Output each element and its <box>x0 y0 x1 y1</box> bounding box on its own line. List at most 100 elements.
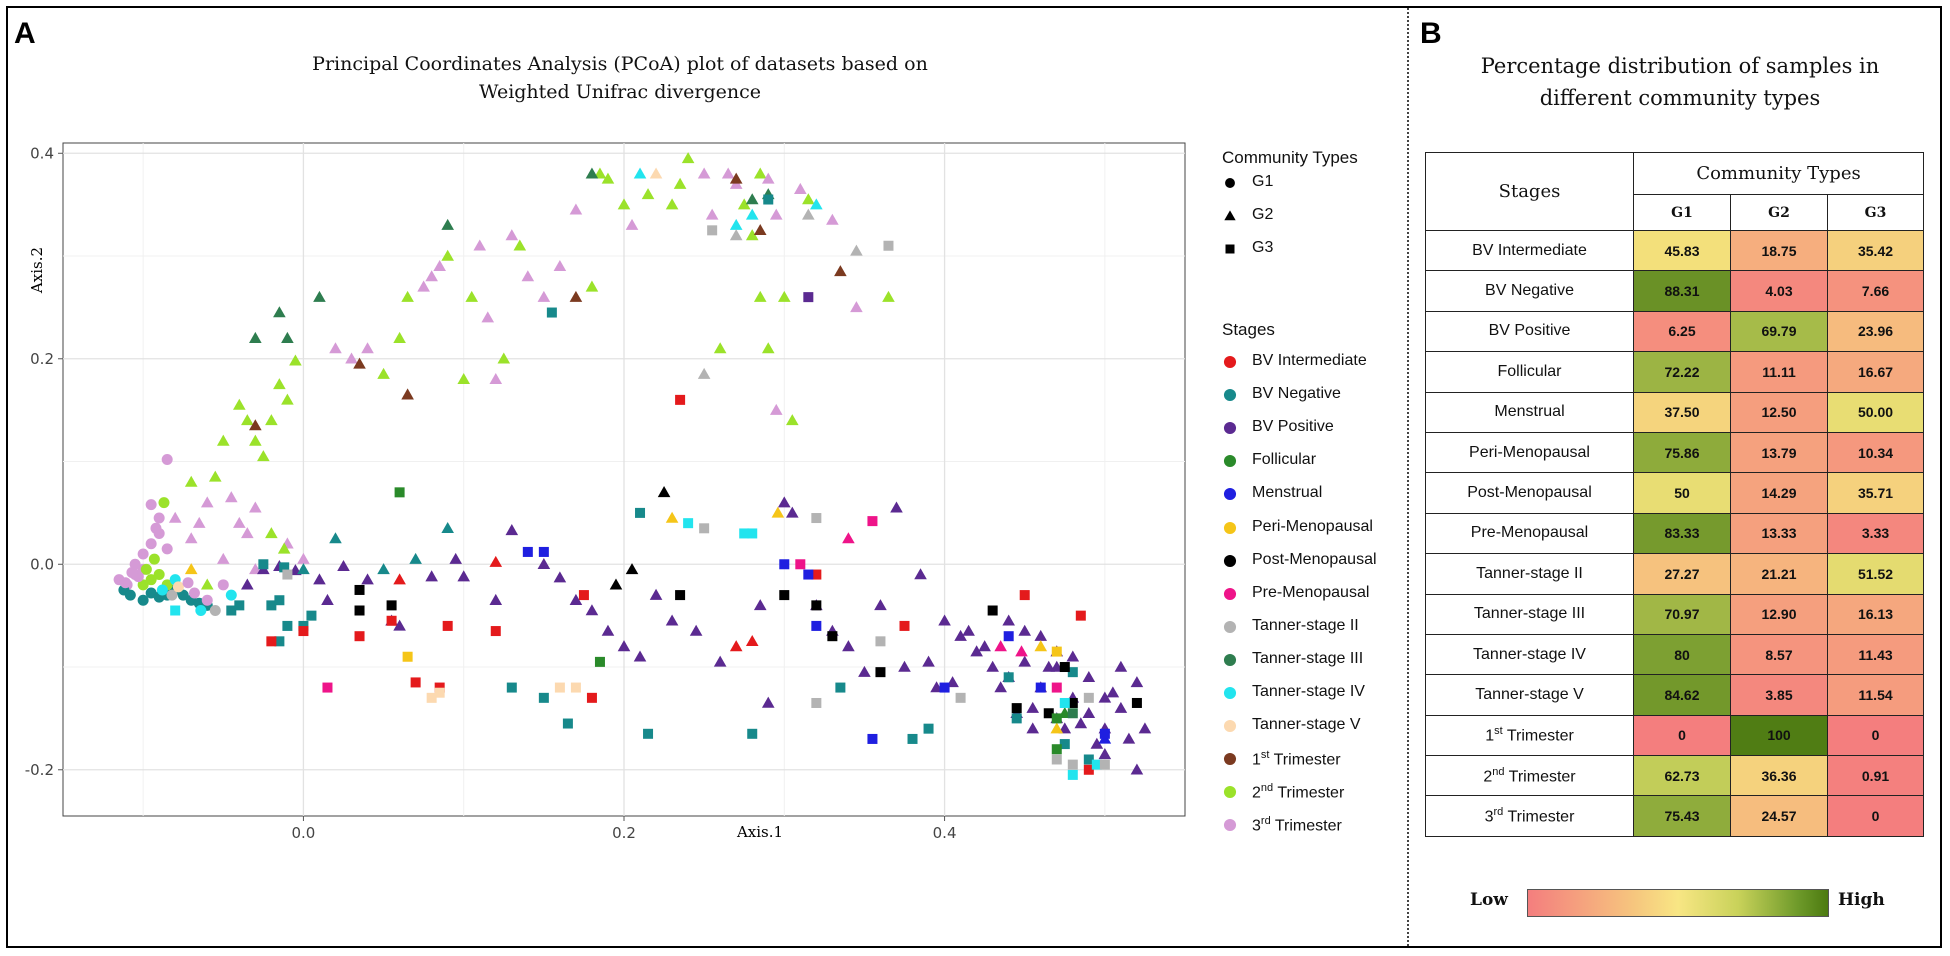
data-point <box>234 600 245 611</box>
data-point <box>433 259 446 272</box>
data-point <box>739 528 750 539</box>
data-point <box>1018 655 1032 667</box>
data-point <box>393 573 406 585</box>
legend-stage-label: Post-Menopausal <box>1252 550 1377 568</box>
data-point <box>1114 701 1128 713</box>
data-point <box>140 563 152 575</box>
data-point <box>401 290 414 302</box>
data-point <box>697 367 711 379</box>
table-row: Tanner-stage V 84.62 3.85 11.54 <box>1425 674 1925 716</box>
data-point <box>1098 748 1112 760</box>
data-point <box>249 563 262 575</box>
legend-stage-item: 3rd Trimester <box>1252 815 1342 835</box>
legend-color-dot <box>1223 488 1237 501</box>
data-point <box>1051 713 1062 724</box>
data-point <box>585 167 599 179</box>
figure-frame <box>6 6 1942 948</box>
legend-stage-item: Tanner-stage III <box>1252 650 1363 668</box>
data-point <box>273 378 286 390</box>
color-scale-bar <box>1527 889 1829 917</box>
value-cell: 84.62 <box>1633 674 1731 716</box>
data-point <box>137 579 149 591</box>
data-point <box>1011 713 1022 724</box>
value-cell: 13.79 <box>1730 431 1828 474</box>
data-point <box>553 259 567 272</box>
data-point <box>297 552 310 564</box>
value-cell: 75.86 <box>1633 431 1731 474</box>
data-point <box>145 574 157 586</box>
data-point <box>1051 744 1062 755</box>
y-axis-label: Axis.2 <box>28 247 46 294</box>
data-point <box>249 419 262 431</box>
legend-shape-square <box>1225 244 1235 254</box>
table-row: BV Positive 6.25 69.79 23.96 <box>1425 310 1925 353</box>
stage-label: 1 <box>1485 727 1495 745</box>
data-point <box>200 578 214 590</box>
value-cell: 35.71 <box>1826 472 1925 514</box>
data-point <box>803 569 814 580</box>
data-point <box>188 587 200 599</box>
data-point <box>761 696 775 708</box>
data-point <box>394 487 405 498</box>
data-point <box>184 563 198 575</box>
legend-stage-label: Follicular <box>1252 451 1317 469</box>
data-point <box>747 728 758 739</box>
legend-stage-sup: rd <box>1260 815 1271 828</box>
value-cell: 27.27 <box>1633 553 1731 595</box>
stage-label: Peri-Menopausal <box>1469 443 1590 461</box>
value-cell: 4.03 <box>1730 270 1828 312</box>
legend-stage-label: Pre-Menopausal <box>1252 583 1370 601</box>
data-point <box>978 640 991 652</box>
y-tick-label: 0.4 <box>30 144 54 162</box>
x-tick-label: 0.0 <box>291 824 315 842</box>
color-dot-icon <box>1223 389 1237 402</box>
data-point <box>313 290 326 302</box>
legend-stage-label: 2 <box>1252 784 1261 802</box>
legend-color-dot <box>1223 521 1237 534</box>
data-point <box>410 677 421 688</box>
data-point <box>649 588 663 600</box>
data-point <box>811 620 822 631</box>
data-point <box>939 682 950 693</box>
color-dot-icon <box>1223 455 1237 468</box>
data-point <box>737 198 751 210</box>
legend-stage-label: Peri-Menopausal <box>1252 517 1373 535</box>
data-point <box>386 600 397 611</box>
data-point <box>361 342 374 354</box>
data-point <box>586 692 597 703</box>
data-point <box>266 600 277 611</box>
data-point <box>578 590 589 601</box>
stage-label: Post-Menopausal <box>1467 484 1592 502</box>
data-point <box>145 538 157 550</box>
data-point <box>777 496 791 508</box>
data-point <box>1067 769 1078 780</box>
data-point <box>593 167 607 179</box>
data-point <box>361 573 374 585</box>
column-header-g2: G2 <box>1730 194 1828 231</box>
data-point <box>265 414 278 426</box>
legend-stage-item: Tanner-stage II <box>1252 617 1359 635</box>
data-point <box>954 629 967 641</box>
data-point <box>633 650 647 662</box>
data-point <box>986 660 999 672</box>
legend-stage-suffix: Trimester <box>1273 784 1345 802</box>
data-point <box>124 589 136 601</box>
data-point <box>1019 590 1030 601</box>
value-cell: 0 <box>1826 714 1925 757</box>
data-point <box>441 522 454 534</box>
data-point <box>425 570 438 582</box>
data-point <box>354 605 365 616</box>
data-point <box>1090 737 1104 749</box>
stage-cell: Tanner-stage IV <box>1425 633 1634 676</box>
data-point <box>811 697 822 708</box>
data-point <box>289 354 302 366</box>
stage-suffix: Trimester <box>1504 767 1576 785</box>
stage-label: Pre-Menopausal <box>1470 524 1589 542</box>
data-point <box>393 331 406 343</box>
data-point <box>1015 645 1028 657</box>
data-point <box>265 527 278 539</box>
stage-label: Menstrual <box>1494 403 1565 421</box>
color-dot-icon <box>1223 587 1237 600</box>
data-point <box>241 527 254 539</box>
data-point <box>594 656 605 667</box>
